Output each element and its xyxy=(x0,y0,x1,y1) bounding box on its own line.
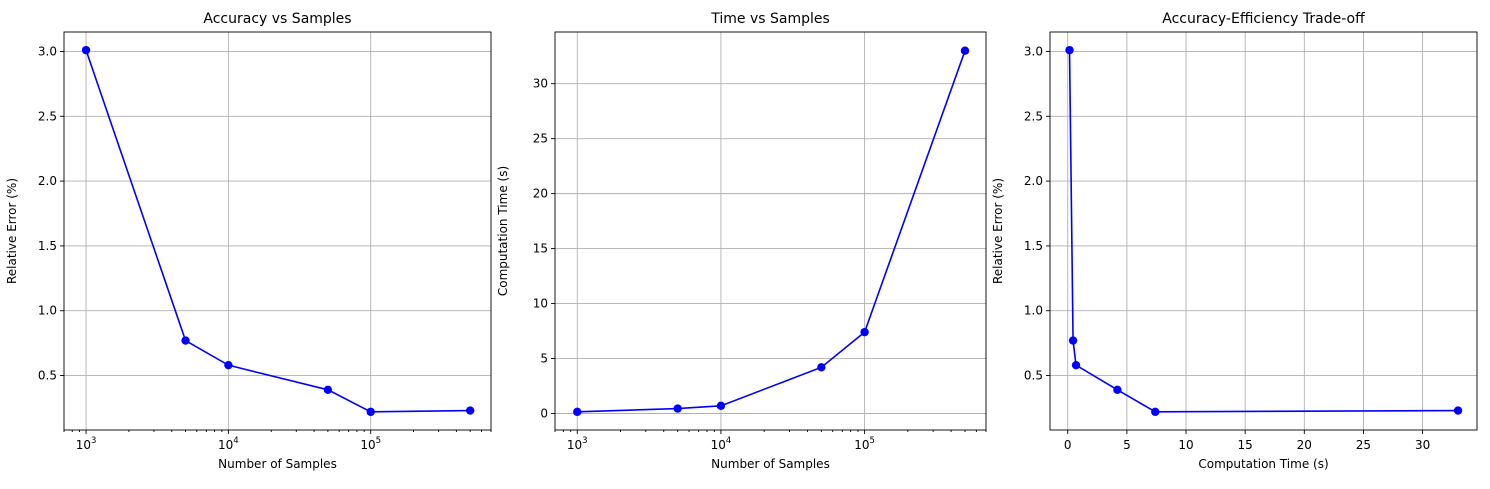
x-tick-label-base: 10 xyxy=(854,438,869,452)
data-point xyxy=(1113,385,1122,395)
y-tick-label: 1.0 xyxy=(1024,304,1043,318)
x-tick-label-base: 10 xyxy=(711,438,726,452)
y-tick-label: 2.0 xyxy=(38,174,57,188)
data-point xyxy=(1151,407,1160,417)
y-tick-label: 20 xyxy=(533,187,548,201)
data-point xyxy=(224,360,233,370)
y-tick-label: 0.5 xyxy=(38,369,57,383)
x-tick-label: 105 xyxy=(854,436,875,452)
x-tick-label: 0 xyxy=(1064,438,1072,452)
x-tick-label: 25 xyxy=(1356,438,1371,452)
x-tick-label: 104 xyxy=(711,436,732,452)
data-point xyxy=(466,406,475,415)
y-tick-label: 15 xyxy=(533,242,548,256)
data-point xyxy=(366,407,375,417)
x-tick-label: 10 xyxy=(1178,438,1193,452)
series-line xyxy=(85,49,471,413)
x-axis-label: Number of Samples xyxy=(218,457,337,471)
chart-title: Accuracy-Efficiency Trade-off xyxy=(1162,11,1365,27)
y-tick-label: 2.0 xyxy=(1024,174,1043,188)
x-tick-label-exponent: 5 xyxy=(870,436,875,446)
y-axis-label: Computation Time (s) xyxy=(496,166,510,296)
x-axis-label: Number of Samples xyxy=(711,457,830,471)
data-point xyxy=(960,46,970,55)
data-point xyxy=(860,327,869,337)
chart-panel-3: 0 5 10 15 20 25 30 0.5 1.0 1.5 2.0 2.5 3.0 Accuracy-E… xyxy=(991,11,1478,471)
y-tick-label: 3.0 xyxy=(1024,44,1043,58)
y-axis-label: Relative Error (%) xyxy=(991,178,1005,284)
x-tick-label-exponent: 3 xyxy=(582,436,587,446)
x-tick-label: 15 xyxy=(1238,438,1253,452)
series-line xyxy=(1068,50,1459,413)
x-tick-label: 103 xyxy=(76,436,97,452)
x-tick-label-base: 10 xyxy=(567,438,582,452)
y-tick-label: 5 xyxy=(540,352,548,366)
data-point xyxy=(323,385,333,395)
plot-frame xyxy=(554,31,987,431)
data-point xyxy=(673,404,682,413)
data-point xyxy=(1065,45,1074,55)
y-tick-label: 0.5 xyxy=(1024,369,1043,383)
y-tick-label: 1.0 xyxy=(38,304,57,318)
series-line xyxy=(577,50,966,413)
x-tick-label-base: 10 xyxy=(218,438,233,452)
y-tick-label: 3.0 xyxy=(38,44,57,58)
plot-frame xyxy=(1049,31,1478,431)
x-tick-label: 105 xyxy=(360,436,381,452)
y-tick-label: 30 xyxy=(533,77,548,91)
y-tick-label: 1.5 xyxy=(1024,239,1043,253)
x-tick-label: 104 xyxy=(218,436,239,452)
y-tick-label: 10 xyxy=(533,297,548,311)
x-tick-label: 5 xyxy=(1123,438,1131,452)
chart-title: Accuracy vs Samples xyxy=(203,11,351,27)
x-axis-label: Computation Time (s) xyxy=(1198,457,1328,471)
y-tick-label: 1.5 xyxy=(38,239,57,253)
x-tick-label: 20 xyxy=(1297,438,1312,452)
plot-frame xyxy=(63,31,492,431)
data-point xyxy=(1071,360,1081,370)
y-axis-label: Relative Error (%) xyxy=(5,178,19,284)
chart-title: Time vs Samples xyxy=(710,11,830,27)
x-tick-label: 30 xyxy=(1415,438,1430,452)
data-point xyxy=(716,401,726,411)
y-tick-label: 25 xyxy=(533,132,548,146)
x-tick-label-base: 10 xyxy=(360,438,375,452)
x-tick-label-exponent: 4 xyxy=(233,436,238,446)
x-tick-label-exponent: 3 xyxy=(91,436,96,446)
data-point xyxy=(1453,406,1463,415)
y-tick-label: 0 xyxy=(540,407,548,421)
x-tick-label-base: 10 xyxy=(76,438,91,452)
data-point xyxy=(1068,336,1078,345)
x-tick-label-exponent: 4 xyxy=(726,436,731,446)
x-tick-label-exponent: 5 xyxy=(376,436,381,446)
data-point xyxy=(817,363,826,372)
data-point xyxy=(81,45,91,55)
y-tick-label: 2.5 xyxy=(38,109,57,123)
x-tick-label: 103 xyxy=(567,436,588,452)
y-tick-label: 2.5 xyxy=(1024,109,1043,123)
data-point xyxy=(573,407,582,417)
data-point xyxy=(181,336,190,345)
